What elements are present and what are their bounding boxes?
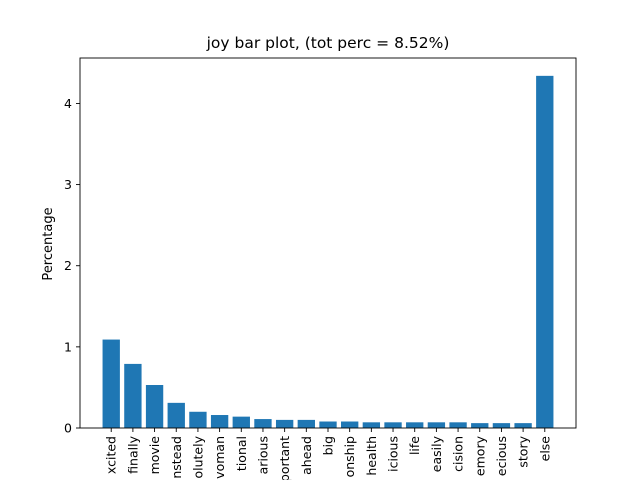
chart-title: joy bar plot, (tot perc = 8.52%) (206, 34, 450, 52)
bar-big (319, 421, 337, 428)
x-tick-label: portant (277, 436, 292, 480)
bar-story (514, 423, 532, 428)
bar-nstead (167, 402, 185, 428)
bar-emory (471, 423, 489, 428)
bar-onship (341, 421, 359, 428)
x-tick-label: ecious (494, 436, 509, 476)
x-ticks-group: xcited finally movie nstead olutely voman tion… (104, 428, 552, 480)
bar-ahead (297, 419, 315, 428)
x-tick-label: arious (255, 436, 270, 474)
y-tick-label: 3 (64, 177, 72, 192)
x-tick-label: onship (342, 436, 357, 477)
bar-portant (275, 419, 294, 428)
y-tick-label: 0 (64, 421, 72, 436)
x-tick-label: finally (125, 435, 140, 473)
bar-life (406, 422, 424, 428)
x-tick-label: big (321, 436, 336, 455)
bars-group (102, 75, 554, 428)
x-tick-label: life (407, 436, 422, 455)
bar-easily (427, 422, 446, 428)
bar-health (362, 422, 381, 428)
y-axis-label: Percentage (41, 207, 56, 280)
bar-finally (124, 363, 142, 428)
x-tick-label: ahead (299, 436, 314, 475)
bar-voman (210, 415, 229, 428)
x-tick-label: health (364, 436, 379, 476)
x-tick-label: tional (234, 436, 249, 471)
x-tick-label: voman (212, 436, 227, 479)
bar-xcited (102, 339, 120, 428)
plot-frame (79, 57, 577, 429)
x-tick-label: olutely (190, 435, 205, 478)
bar-olutely (189, 411, 207, 428)
y-tick-label: 1 (64, 339, 72, 354)
x-tick-label: easily (429, 435, 444, 472)
bar-else (536, 75, 554, 428)
bar-ecious (492, 423, 511, 428)
x-tick-label: movie (147, 436, 162, 475)
y-ticks-group: 0 1 2 3 4 (64, 96, 80, 436)
y-tick-label: 2 (64, 258, 72, 273)
x-tick-label: xcited (104, 436, 119, 474)
x-tick-label: icious (386, 436, 401, 472)
x-tick-label: cision (451, 436, 466, 472)
bar-movie (145, 385, 164, 428)
x-tick-label: emory (472, 435, 487, 476)
bar-tional (232, 416, 250, 428)
bar-cision (449, 422, 467, 428)
x-tick-label: else (537, 436, 552, 462)
x-tick-label: nstead (169, 436, 184, 479)
bar-arious (254, 419, 272, 428)
x-tick-label: story (516, 435, 531, 467)
y-tick-label: 4 (64, 96, 72, 111)
bar-icious (384, 422, 402, 428)
